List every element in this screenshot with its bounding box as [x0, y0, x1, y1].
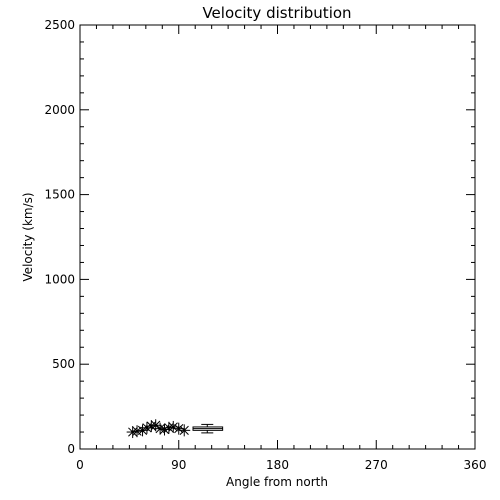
- data-points: [126, 419, 191, 439]
- y-tick-label: 2500: [44, 18, 75, 32]
- y-tick-label: 500: [52, 357, 75, 371]
- axis-ticks: [79, 24, 476, 450]
- x-tick-label: 360: [464, 458, 487, 472]
- y-tick-label: 2000: [44, 103, 75, 117]
- chart-title: Velocity distribution: [202, 4, 351, 22]
- plot-frame: [79, 24, 476, 450]
- y-axis-label: Velocity (km/s): [21, 192, 35, 281]
- y-tick-label: 1500: [44, 188, 75, 202]
- y-tick-label: 1000: [44, 272, 75, 286]
- x-axis-label: Angle from north: [226, 475, 328, 489]
- tick-labels: 0 90 180 270 360 0 500 1000 1500 2000 2500: [44, 18, 486, 472]
- x-tick-label: 90: [171, 458, 186, 472]
- x-tick-label: 180: [266, 458, 289, 472]
- x-tick-label: 270: [365, 458, 388, 472]
- boxplot: [192, 423, 224, 434]
- data-point: [178, 424, 191, 437]
- x-tick-label: 0: [76, 458, 84, 472]
- y-tick-label: 0: [67, 442, 75, 456]
